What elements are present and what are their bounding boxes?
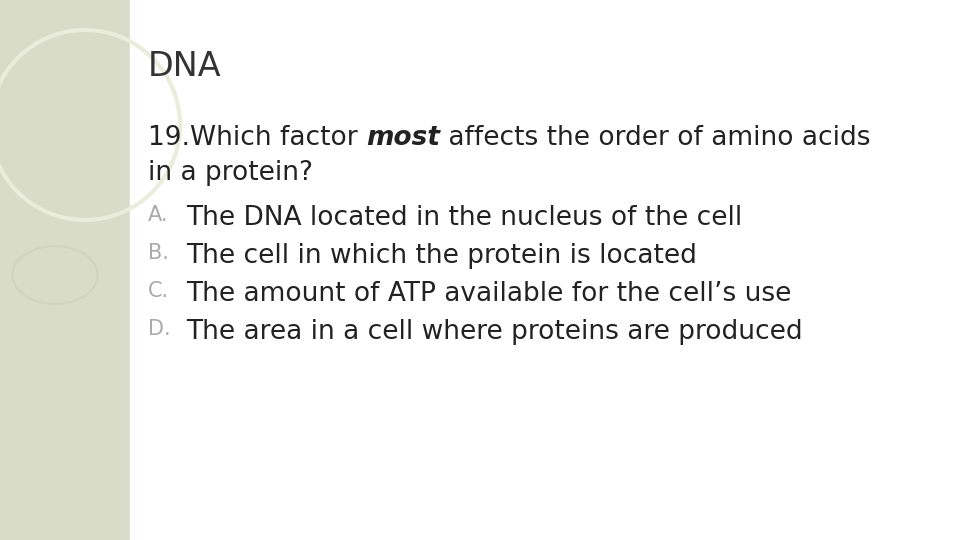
Text: affects the order of amino acids: affects the order of amino acids	[440, 125, 871, 151]
Text: C.: C.	[148, 281, 169, 301]
Text: B.: B.	[148, 243, 169, 263]
Text: DNA: DNA	[148, 50, 222, 83]
Bar	[130, 0, 960, 540]
Text: A.: A.	[148, 205, 169, 225]
Text: The area in a cell where proteins are produced: The area in a cell where proteins are pr…	[186, 319, 803, 345]
Text: The DNA located in the nucleus of the cell: The DNA located in the nucleus of the ce…	[186, 205, 742, 231]
Text: 19.Which factor: 19.Which factor	[148, 125, 366, 151]
Text: D.: D.	[148, 319, 171, 339]
Bar	[0, 0, 130, 540]
Text: most: most	[366, 125, 440, 151]
Text: The amount of ATP available for the cell’s use: The amount of ATP available for the cell…	[186, 281, 791, 307]
Text: The cell in which the protein is located: The cell in which the protein is located	[186, 243, 697, 269]
Text: in a protein?: in a protein?	[148, 160, 313, 186]
